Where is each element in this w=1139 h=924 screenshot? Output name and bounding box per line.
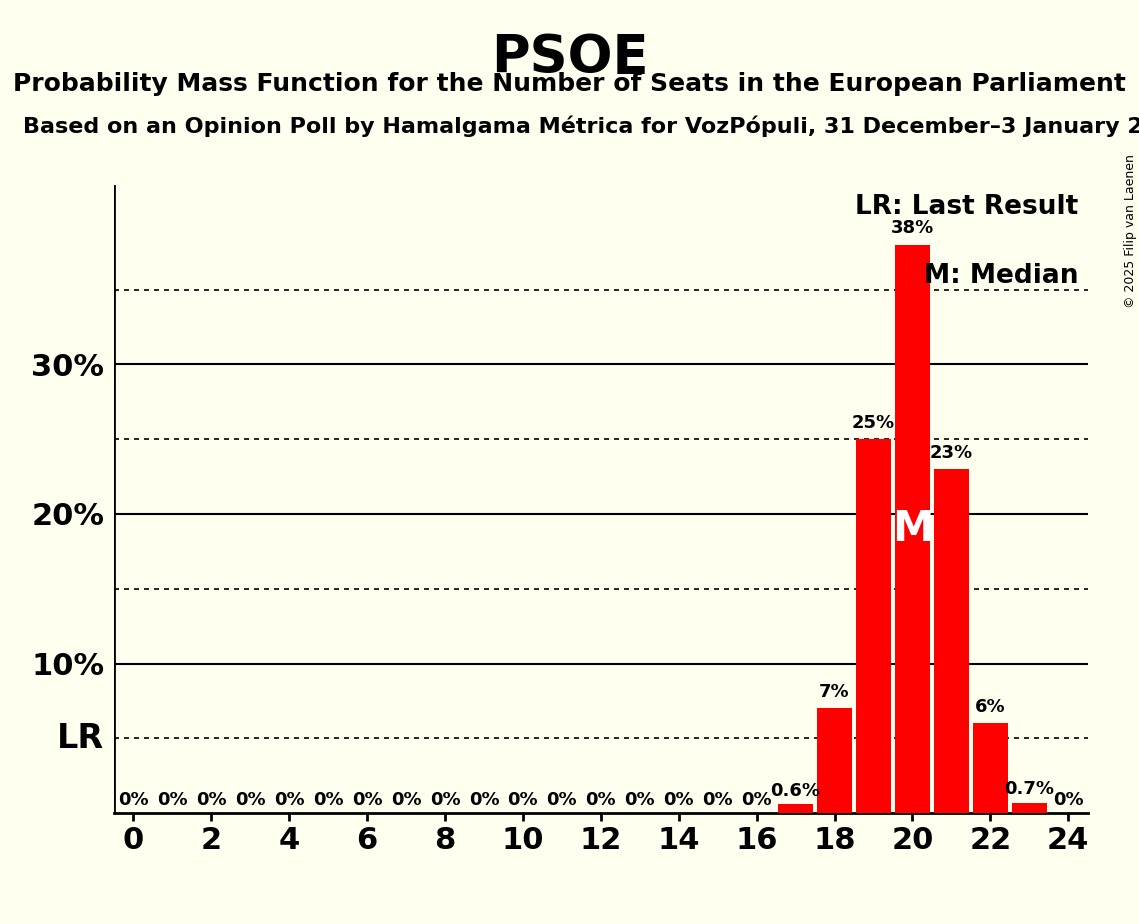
Bar	[895, 245, 929, 813]
Text: 0%: 0%	[352, 791, 383, 809]
Text: 6%: 6%	[975, 698, 1006, 716]
Text: M: M	[892, 508, 933, 550]
Text: 0%: 0%	[313, 791, 344, 809]
Text: Based on an Opinion Poll by Hamalgama Métrica for VozPópuli, 31 December–3 Janua: Based on an Opinion Poll by Hamalgama Mé…	[23, 116, 1139, 137]
Text: LR: LR	[57, 722, 104, 755]
Bar	[778, 804, 813, 813]
Text: 0%: 0%	[624, 791, 655, 809]
Bar	[1011, 803, 1047, 813]
Bar	[817, 709, 852, 813]
Text: M: Median: M: Median	[924, 263, 1077, 289]
Text: 0%: 0%	[429, 791, 460, 809]
Text: 23%: 23%	[929, 444, 973, 462]
Text: LR: Last Result: LR: Last Result	[854, 194, 1077, 220]
Text: 0%: 0%	[468, 791, 499, 809]
Text: © 2025 Filip van Laenen: © 2025 Filip van Laenen	[1124, 154, 1137, 308]
Text: 0%: 0%	[508, 791, 539, 809]
Text: 0%: 0%	[1052, 791, 1083, 809]
Text: 0.6%: 0.6%	[771, 782, 820, 799]
Text: 38%: 38%	[891, 219, 934, 237]
Bar	[973, 723, 1008, 813]
Text: 0%: 0%	[703, 791, 734, 809]
Text: 0%: 0%	[157, 791, 188, 809]
Text: 0%: 0%	[741, 791, 772, 809]
Text: 7%: 7%	[819, 683, 850, 701]
Text: 0%: 0%	[196, 791, 227, 809]
Text: 0%: 0%	[273, 791, 304, 809]
Text: PSOE: PSOE	[491, 32, 648, 84]
Text: 0%: 0%	[391, 791, 421, 809]
Text: 25%: 25%	[852, 414, 895, 432]
Text: Probability Mass Function for the Number of Seats in the European Parliament: Probability Mass Function for the Number…	[13, 72, 1126, 96]
Text: 0%: 0%	[118, 791, 149, 809]
Text: 0%: 0%	[585, 791, 616, 809]
Text: 0%: 0%	[663, 791, 694, 809]
Text: 0%: 0%	[547, 791, 577, 809]
Text: 0.7%: 0.7%	[1005, 780, 1055, 798]
Text: 0%: 0%	[235, 791, 265, 809]
Bar	[934, 469, 969, 813]
Bar	[857, 439, 891, 813]
